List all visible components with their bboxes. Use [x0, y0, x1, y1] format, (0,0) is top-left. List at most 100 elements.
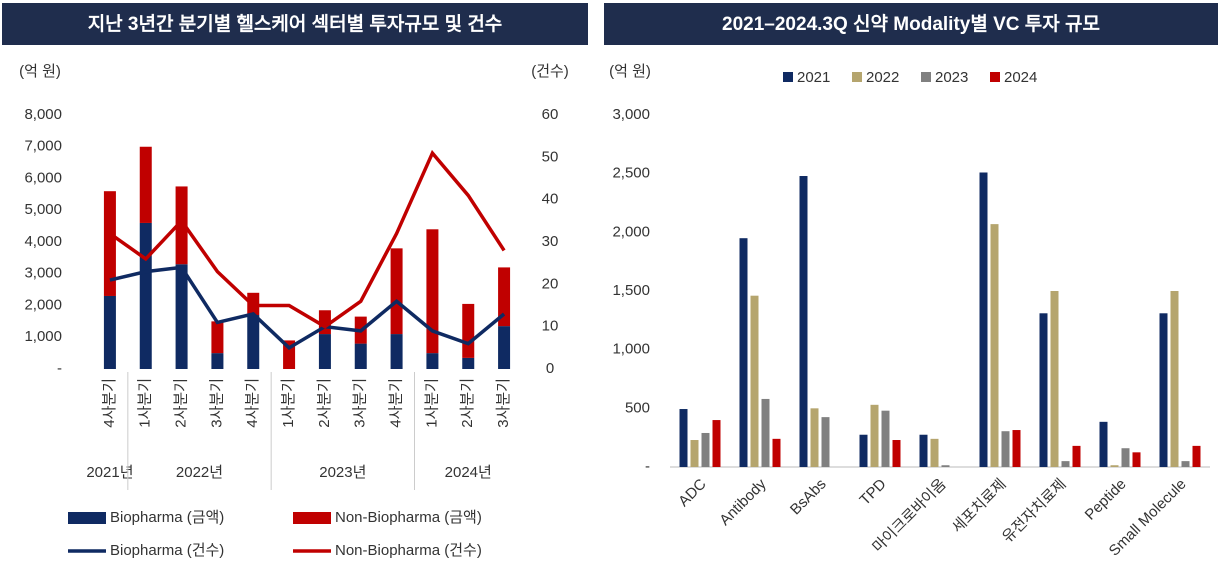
bar: [498, 267, 511, 327]
x-tick-label: 세포치료제: [949, 476, 1010, 537]
y-tick-label: 2,000: [24, 296, 62, 313]
bar: [175, 186, 188, 265]
bar: [390, 248, 403, 335]
x-tick-label: 4사분기: [244, 378, 261, 428]
x-tick-label: TPD: [856, 475, 889, 508]
y2-tick-label: 10: [542, 318, 559, 335]
legend-label: Non-Biopharma (건수): [335, 542, 482, 559]
legend-swatch: [68, 512, 106, 524]
y-tick-label: 3,000: [612, 106, 650, 123]
y-tick-label: 3,000: [24, 265, 62, 282]
bar: [318, 334, 331, 369]
x-tick-label: Antibody: [716, 475, 770, 529]
bar: [426, 353, 439, 369]
bar: [139, 222, 152, 369]
legend-label: 2023: [935, 69, 968, 86]
x-tick-label: 1사분기: [137, 378, 154, 428]
bar: [859, 434, 868, 467]
bar: [690, 440, 699, 467]
bar: [462, 357, 475, 369]
x-group-label: 2023년: [319, 464, 366, 481]
line: [109, 265, 506, 351]
bar: [211, 353, 224, 369]
bar: [750, 295, 759, 467]
bar: [103, 191, 116, 296]
legend-swatch: [293, 512, 331, 524]
legend-label: Biopharma (금액): [110, 509, 224, 526]
bar: [930, 438, 939, 467]
x-tick-label: 4사분기: [388, 378, 405, 428]
x-tick-label: 3사분기: [352, 378, 369, 428]
legend-label: Non-Biopharma (금액): [335, 509, 482, 526]
x-tick-label: BsAbs: [787, 476, 830, 519]
x-tick-label: 3사분기: [495, 378, 512, 428]
bar: [390, 334, 403, 369]
x-tick-label: 1사분기: [423, 378, 440, 428]
line: [108, 149, 506, 329]
bar: [354, 343, 367, 369]
y2-tick-label: 30: [542, 233, 559, 250]
bar: [103, 295, 116, 369]
right-header: [604, 3, 1218, 45]
bar: [919, 434, 928, 467]
y2-tick-label: 0: [546, 360, 554, 377]
bar: [979, 172, 988, 467]
x-tick-label: Peptide: [1082, 476, 1130, 524]
bar: [990, 224, 999, 467]
bar: [892, 440, 901, 467]
bar: [498, 326, 511, 369]
x-tick-label: 유전자치료제: [999, 476, 1070, 547]
bar: [870, 404, 879, 467]
bar: [1181, 461, 1190, 467]
y-tick-label: -: [57, 360, 62, 377]
bar: [1170, 291, 1179, 467]
bar: [810, 408, 819, 467]
x-tick-label: 2사분기: [459, 378, 476, 428]
bar: [679, 409, 688, 467]
bar: [1061, 461, 1070, 467]
legend-swatch: [921, 72, 931, 82]
y2-tick-label: 60: [542, 106, 559, 123]
y-tick-label: 2,500: [612, 165, 650, 182]
y-tick-label: 1,000: [612, 341, 650, 358]
x-group-label: 2021년: [86, 464, 133, 481]
x-tick-label: 1사분기: [280, 378, 297, 428]
left-header: [2, 3, 588, 45]
y-tick-label: 1,000: [24, 328, 62, 345]
y-axis-unit: (억 원): [609, 63, 651, 80]
y2-axis-unit: (건수): [531, 63, 569, 80]
bar: [1012, 430, 1021, 467]
y-tick-label: 7,000: [24, 138, 62, 155]
legend-label: 2022: [866, 69, 899, 86]
y-tick-label: -: [645, 458, 650, 475]
bar: [701, 432, 710, 467]
bar: [761, 398, 770, 467]
bar: [821, 417, 830, 467]
x-tick-label: 2사분기: [316, 378, 333, 428]
x-tick-label: ADC: [675, 475, 710, 510]
bar: [1121, 448, 1130, 467]
y-tick-label: 4,000: [24, 233, 62, 250]
bar: [1110, 465, 1119, 467]
legend-swatch: [852, 72, 862, 82]
x-group-label: 2024년: [445, 464, 492, 481]
y2-tick-label: 40: [542, 191, 559, 208]
legend-swatch: [990, 72, 1000, 82]
bar: [1039, 313, 1048, 467]
bar: [1099, 421, 1108, 467]
legend-swatch: [783, 72, 793, 82]
right-title: 2021–2024.3Q 신약 Modality별 VC 투자 규모: [722, 13, 1100, 35]
x-tick-label: 4사분기: [101, 378, 118, 428]
bar: [1050, 291, 1059, 467]
legend-label: 2021: [797, 69, 830, 86]
y-tick-label: 6,000: [24, 169, 62, 186]
x-tick-label: 3사분기: [208, 378, 225, 428]
y2-tick-label: 50: [542, 148, 559, 165]
y-tick-label: 5,000: [24, 201, 62, 218]
bar: [1132, 452, 1141, 467]
bar: [175, 264, 188, 369]
bar: [799, 176, 808, 467]
bar: [772, 438, 781, 467]
bar: [1072, 445, 1081, 467]
